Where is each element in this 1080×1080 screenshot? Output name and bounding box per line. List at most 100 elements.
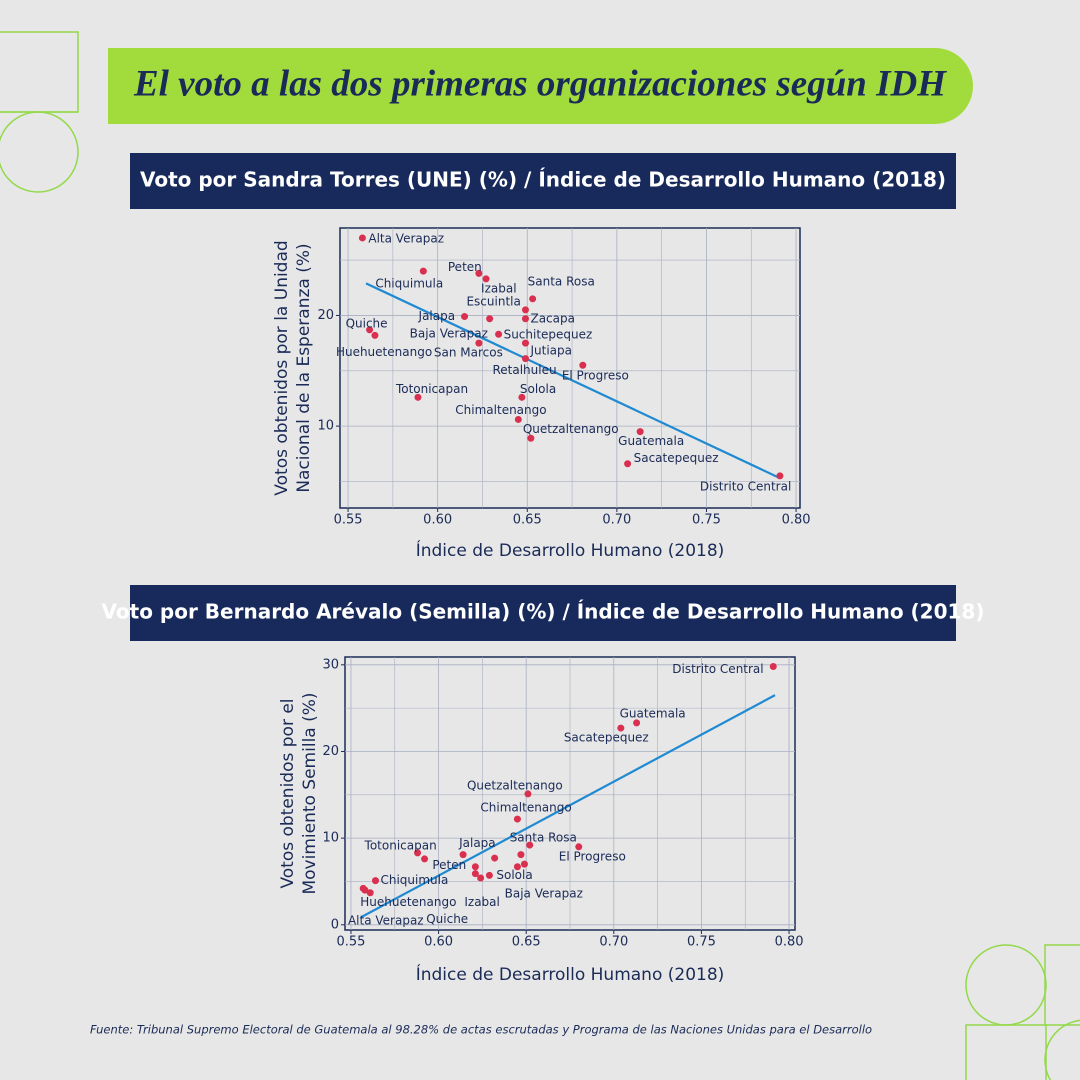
point (575, 843, 583, 851)
point-label: San Marcos (434, 346, 503, 360)
point-label: Peten (448, 260, 482, 274)
point-label: El Progreso (562, 369, 629, 383)
point-label: Jalapa (458, 836, 496, 850)
x-tick-label: 0.55 (334, 513, 363, 528)
point-label: Baja Verapaz (410, 326, 488, 340)
point (527, 434, 535, 442)
point (524, 790, 532, 798)
point-label: Quiche (346, 316, 388, 330)
point (521, 315, 529, 323)
point (421, 855, 429, 863)
point (513, 815, 521, 823)
point-label: Chimaltenango (480, 801, 571, 815)
point (513, 863, 521, 871)
point-label: Alta Verapaz (348, 914, 424, 928)
point-label: Chiquimula (375, 277, 443, 291)
point (579, 361, 587, 369)
point-label: Peten (432, 858, 466, 872)
point (471, 863, 479, 871)
point-label: Totonicapan (364, 838, 437, 852)
point (617, 724, 625, 732)
point-label: Sacatepequez (634, 451, 719, 465)
point (520, 860, 528, 868)
point-label: Distrito Central (700, 479, 791, 493)
point (459, 851, 467, 859)
point-label: Santa Rosa (510, 831, 577, 845)
point-label: Chiquimula (380, 873, 448, 887)
x-tick-label: 0.55 (336, 935, 365, 950)
point (521, 355, 529, 363)
point-label: Quetzaltenango (467, 778, 563, 792)
point (475, 339, 483, 347)
point (414, 849, 422, 857)
x-tick-label: 0.80 (775, 935, 804, 950)
source: Fuente: Tribunal Supremo Electoral de Gu… (90, 1023, 872, 1037)
point (529, 295, 537, 303)
point-label: Solola (520, 382, 556, 396)
point-label: Distrito Central (672, 662, 763, 676)
point (371, 877, 379, 885)
x-tick-label: 0.60 (423, 513, 452, 528)
point-label: Izabal (464, 895, 500, 909)
y-tick-label: 10 (317, 419, 334, 434)
point (521, 306, 529, 314)
y-tick-label: 20 (322, 744, 339, 759)
chart-title-bar (130, 153, 956, 209)
point (482, 275, 490, 283)
point-label: Guatemala (618, 434, 684, 448)
point (776, 472, 784, 480)
title-banner (108, 48, 973, 124)
point (526, 841, 534, 849)
point-label: Suchitepequez (504, 328, 593, 342)
point (624, 460, 632, 468)
point (486, 315, 494, 323)
point-label: Huehuetenango (336, 345, 432, 359)
point (414, 393, 422, 401)
point-label: Sacatepequez (564, 731, 649, 745)
point (485, 871, 493, 879)
point-label: Quiche (426, 912, 468, 926)
x-tick-label: 0.65 (513, 513, 542, 528)
point (371, 331, 379, 339)
point (636, 428, 644, 436)
trend-line (365, 282, 781, 480)
x-tick-label: 0.75 (692, 513, 721, 528)
x-tick-label: 0.70 (599, 935, 628, 950)
point-label: Guatemala (620, 706, 686, 720)
chart-title-bar (130, 585, 956, 641)
point-label: Escuintla (466, 294, 520, 308)
point (477, 874, 485, 882)
point-label: Retalhuleu (492, 363, 556, 377)
point-label: Jalapa (418, 309, 456, 323)
y-tick-label: 0 (331, 917, 339, 932)
point (461, 313, 469, 321)
point (495, 330, 503, 338)
point (366, 889, 374, 897)
plot-area (339, 227, 801, 509)
y-tick-label: 10 (322, 831, 339, 846)
point (521, 339, 529, 347)
point (491, 854, 499, 862)
point (475, 269, 483, 277)
point-label: Alta Verapaz (368, 231, 444, 245)
point (514, 415, 522, 423)
point-label: Jutiapa (529, 344, 572, 358)
x-tick-label: 0.60 (424, 935, 453, 950)
page-title: El voto a las dos primeras organizacione… (133, 63, 947, 104)
point (518, 393, 526, 401)
point-label: Chimaltenango (455, 403, 546, 417)
point (361, 886, 369, 894)
point (419, 267, 427, 275)
x-axis-label: Índice de Desarrollo Humano (2018) (416, 539, 725, 561)
x-tick-label: 0.70 (602, 513, 631, 528)
point (471, 870, 479, 878)
point (517, 851, 525, 859)
point-label: Totonicapan (395, 382, 468, 396)
point (366, 326, 374, 334)
point (358, 234, 366, 242)
point-label: Huehuetenango (360, 895, 456, 909)
point-label: Izabal (481, 281, 517, 295)
x-tick-label: 0.65 (512, 935, 541, 950)
x-tick-label: 0.80 (782, 513, 811, 528)
